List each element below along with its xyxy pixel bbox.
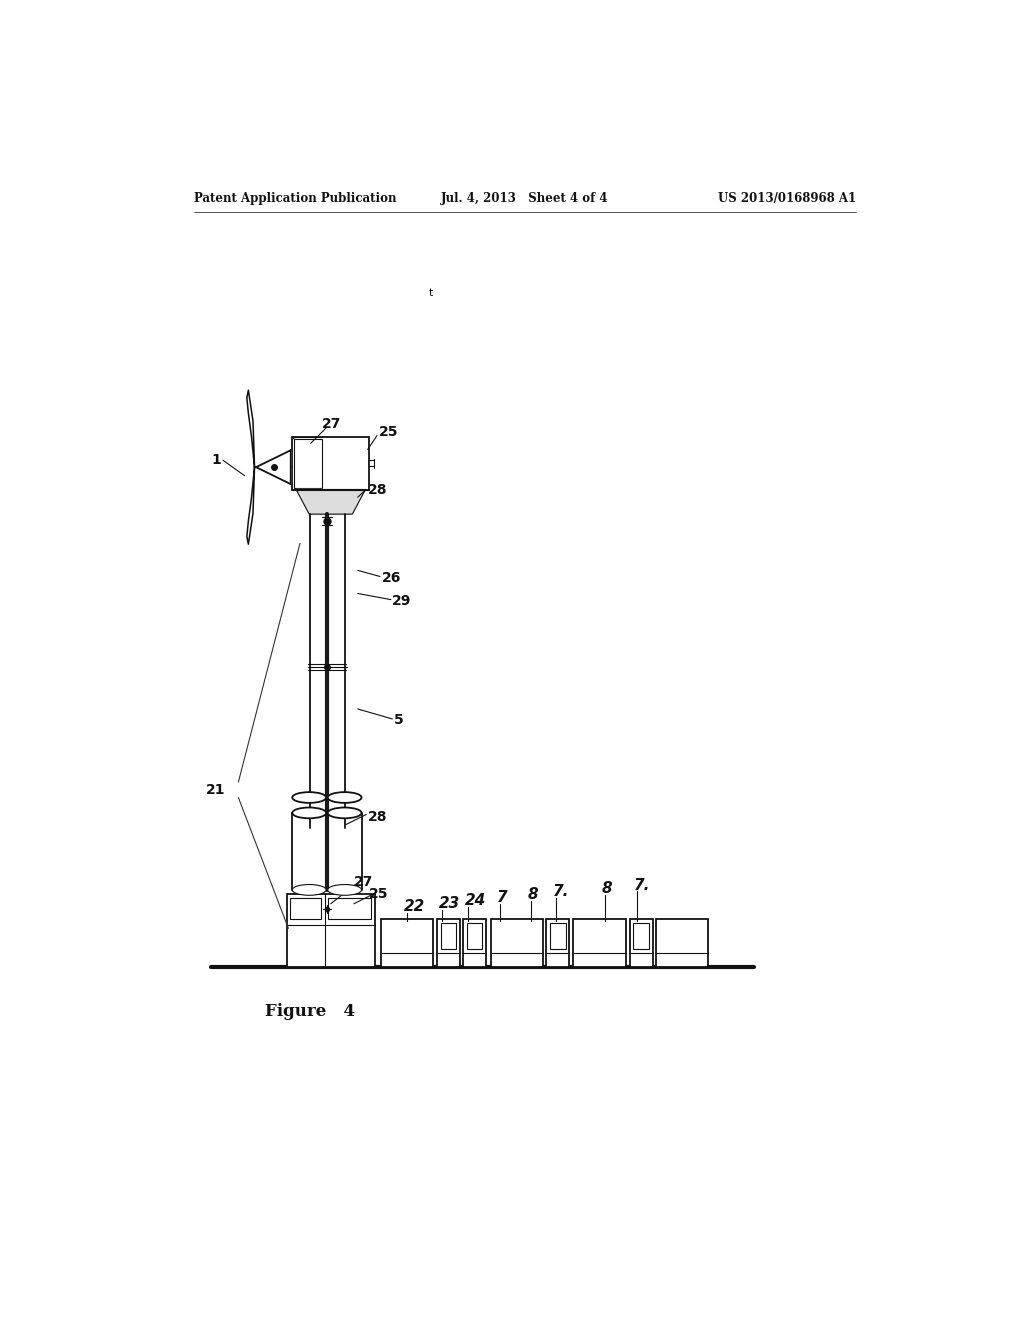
Bar xyxy=(463,919,486,966)
Bar xyxy=(547,919,569,966)
Text: 27: 27 xyxy=(322,417,341,432)
Bar xyxy=(292,437,370,490)
Text: 7: 7 xyxy=(497,890,508,906)
Ellipse shape xyxy=(292,808,326,818)
Text: 7.: 7. xyxy=(553,884,569,899)
Text: 26: 26 xyxy=(382,572,401,585)
Text: 8: 8 xyxy=(602,880,612,896)
Text: 25: 25 xyxy=(370,887,389,900)
Polygon shape xyxy=(256,450,291,484)
Text: Patent Application Publication: Patent Application Publication xyxy=(194,191,396,205)
Text: 23: 23 xyxy=(438,896,460,911)
Text: US 2013/0168968 A1: US 2013/0168968 A1 xyxy=(718,191,856,205)
Ellipse shape xyxy=(328,884,361,895)
Text: 5: 5 xyxy=(394,714,403,727)
Text: 22: 22 xyxy=(403,899,425,915)
Bar xyxy=(634,923,649,949)
Text: t: t xyxy=(429,288,433,298)
Text: Jul. 4, 2013   Sheet 4 of 4: Jul. 4, 2013 Sheet 4 of 4 xyxy=(441,191,608,205)
Bar xyxy=(437,919,460,966)
Bar xyxy=(294,438,322,488)
Bar xyxy=(287,894,376,966)
Bar xyxy=(550,923,565,949)
Text: 8: 8 xyxy=(528,887,539,902)
Text: 24: 24 xyxy=(465,894,486,908)
Text: 29: 29 xyxy=(392,594,412,609)
Polygon shape xyxy=(247,391,255,467)
Text: 28: 28 xyxy=(368,809,387,824)
Bar xyxy=(630,919,652,966)
Bar xyxy=(467,923,482,949)
Text: 27: 27 xyxy=(354,875,373,890)
Bar xyxy=(381,919,433,966)
Text: Figure   4: Figure 4 xyxy=(265,1003,355,1020)
Polygon shape xyxy=(296,490,366,515)
Bar xyxy=(329,898,371,919)
Polygon shape xyxy=(247,467,255,544)
Bar xyxy=(655,919,708,966)
Text: 1: 1 xyxy=(212,453,221,467)
Ellipse shape xyxy=(328,792,361,803)
Text: 28: 28 xyxy=(368,483,387,496)
Bar xyxy=(290,898,321,919)
Bar xyxy=(573,919,626,966)
Bar xyxy=(441,923,457,949)
Text: 25: 25 xyxy=(379,425,398,438)
Text: 7.: 7. xyxy=(634,878,650,892)
Ellipse shape xyxy=(292,792,326,803)
Ellipse shape xyxy=(292,884,326,895)
Ellipse shape xyxy=(328,808,361,818)
Bar xyxy=(490,919,544,966)
Text: 21: 21 xyxy=(206,783,225,797)
